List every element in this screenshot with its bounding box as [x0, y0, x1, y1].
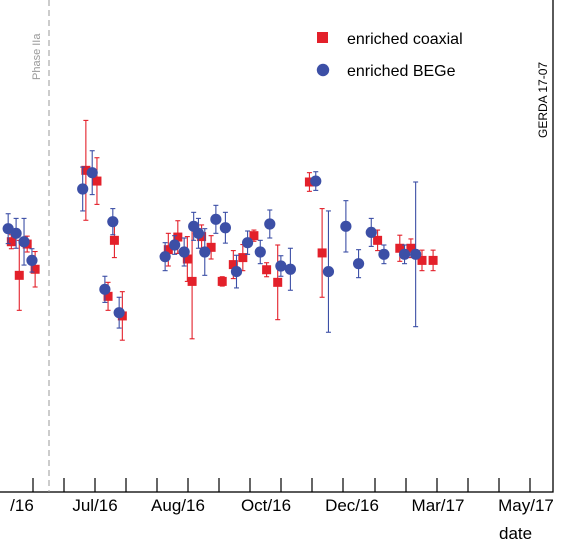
data-point-coaxial: [206, 242, 216, 252]
data-point-coaxial: [262, 265, 272, 275]
data-point-bege: [210, 213, 222, 225]
data-point-coaxial: [173, 232, 183, 242]
data-point-bege: [284, 263, 296, 275]
data-point-bege: [169, 239, 181, 251]
data-point-bege: [398, 248, 411, 260]
data-point-bege: [275, 260, 287, 272]
data-point-bege: [10, 227, 22, 239]
series-enriched-bege: [2, 150, 422, 333]
data-point-coaxial: [187, 276, 197, 286]
legend-marker-coaxial: [317, 32, 328, 43]
data-point-bege: [192, 227, 205, 239]
data-point-coaxial: [417, 255, 427, 265]
data-point-coaxial: [249, 231, 259, 241]
data-point-bege: [365, 226, 377, 238]
data-point-bege: [254, 246, 266, 258]
data-point-coaxial: [182, 254, 192, 264]
data-point-coaxial: [228, 260, 238, 270]
legend-label-bege: enriched BEGe: [347, 63, 456, 80]
data-point-coaxial: [238, 253, 248, 263]
data-point-bege: [378, 248, 390, 260]
x-axis-title: date: [499, 524, 532, 543]
legend-label-coaxial: enriched coaxial: [347, 31, 463, 48]
x-tick-label: Aug/16: [151, 496, 205, 515]
x-tick-label: Mar/17: [412, 496, 465, 515]
data-point-bege: [18, 236, 30, 248]
data-point-bege: [77, 183, 89, 195]
data-point-coaxial: [317, 248, 327, 258]
series-layer: [2, 119, 438, 341]
data-point-coaxial: [109, 235, 119, 245]
legend: enriched coaxial enriched BEGe: [316, 31, 463, 80]
data-point-coaxial: [14, 270, 24, 280]
data-point-bege: [86, 167, 98, 179]
data-point-bege: [99, 283, 111, 295]
data-point-coaxial: [6, 237, 16, 247]
data-point-bege: [310, 175, 322, 187]
data-point-bege: [26, 254, 38, 266]
data-point-bege: [113, 307, 125, 319]
experiment-label: GERDA 17-07: [536, 62, 550, 138]
data-point-bege: [159, 251, 171, 263]
data-point-coaxial: [30, 264, 40, 274]
data-point-bege: [322, 266, 335, 278]
x-tick-label: /16: [10, 496, 34, 515]
data-point-bege: [230, 266, 243, 278]
data-point-coaxial: [428, 255, 438, 265]
data-point-bege: [107, 216, 119, 228]
data-point-coaxial: [406, 243, 416, 253]
x-axis: /16 Jul/16 Aug/16 Oct/16 Dec/16 Mar/17 May/17: [10, 478, 554, 515]
data-point-coaxial: [273, 277, 283, 287]
data-point-coaxial: [81, 165, 91, 175]
data-point-coaxial: [304, 177, 314, 187]
data-point-coaxial: [92, 176, 102, 186]
data-point-coaxial: [163, 245, 173, 255]
x-tick-label: Dec/16: [325, 496, 379, 515]
x-tick-label: Oct/16: [241, 496, 291, 515]
data-point-bege: [340, 220, 352, 232]
plot-frame: [0, 0, 554, 493]
data-point-bege: [178, 246, 190, 258]
data-point-bege: [264, 218, 276, 230]
data-point-bege: [241, 237, 254, 249]
x-tick-label: May/17: [498, 496, 554, 515]
data-point-coaxial: [373, 235, 383, 245]
data-point-bege: [352, 258, 365, 270]
legend-marker-bege: [316, 63, 330, 77]
data-point-coaxial: [217, 276, 227, 286]
data-point-bege: [410, 248, 422, 260]
data-point-bege: [199, 246, 211, 258]
phase-label: Phase IIa: [31, 33, 43, 80]
data-point-bege: [219, 222, 231, 234]
data-point-coaxial: [395, 243, 405, 253]
data-point-coaxial: [103, 291, 113, 301]
x-tick-label: Jul/16: [72, 496, 117, 515]
